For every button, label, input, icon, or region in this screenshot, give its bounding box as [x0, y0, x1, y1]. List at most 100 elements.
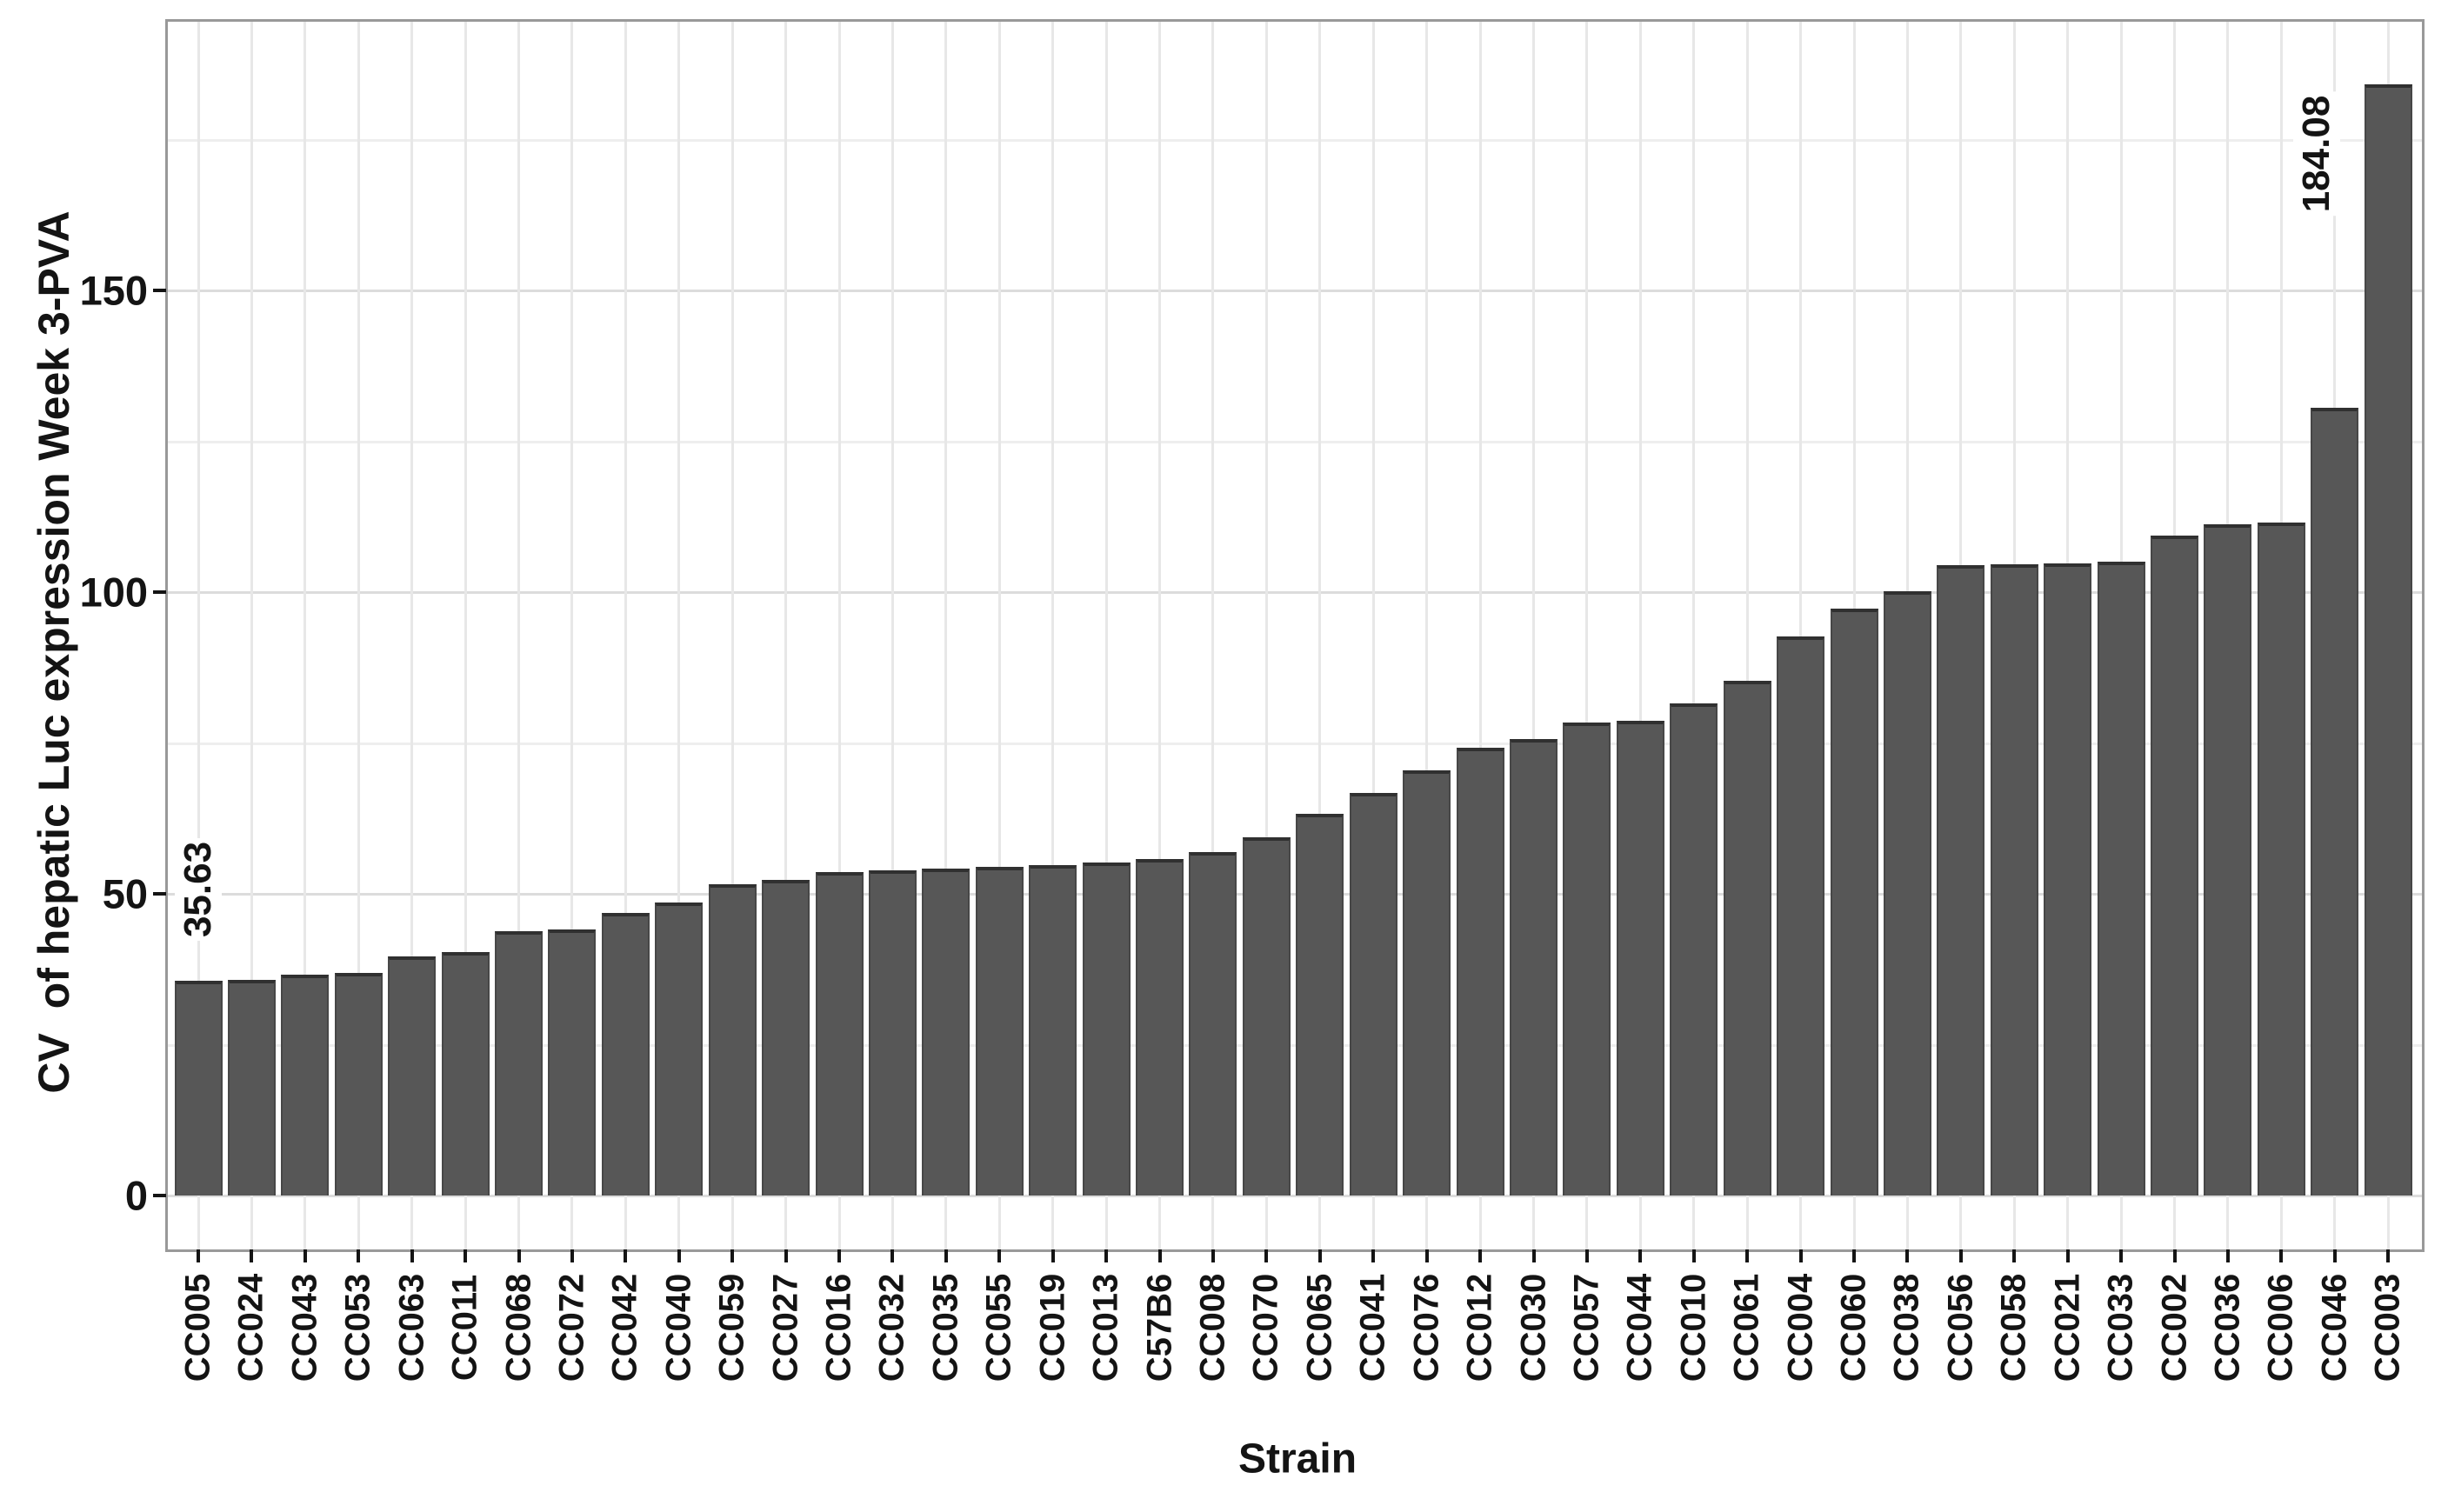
- bar-CC011: [441, 952, 490, 1196]
- vertical-gridline: [1158, 22, 1162, 1249]
- x-tick: [1852, 1249, 1857, 1262]
- bar-CC076: [1403, 770, 1451, 1196]
- major-gridline: [168, 591, 2422, 594]
- x-tick-label: CC041: [1353, 1273, 1392, 1382]
- bar-CC043: [281, 974, 330, 1196]
- vertical-gridline: [677, 22, 681, 1249]
- vertical-gridline: [997, 22, 1001, 1249]
- minor-gridline: [168, 440, 2422, 443]
- major-gridline: [168, 893, 2422, 896]
- vertical-gridline: [837, 22, 841, 1249]
- vertical-gridline: [1211, 22, 1215, 1249]
- x-tick: [1157, 1249, 1162, 1262]
- x-tick-label: CC010: [1674, 1273, 1713, 1382]
- x-tick: [2172, 1249, 2177, 1262]
- x-tick-label: CC046: [2315, 1273, 2354, 1382]
- vertical-gridline: [410, 22, 414, 1249]
- bar-CC032: [868, 869, 917, 1196]
- x-tick: [1798, 1249, 1803, 1262]
- x-tick: [1424, 1249, 1429, 1262]
- x-tick-label: CC053: [338, 1273, 377, 1382]
- plot-panel: [165, 19, 2425, 1252]
- vertical-gridline: [1318, 22, 1322, 1249]
- x-tick-label: CC068: [499, 1273, 538, 1382]
- x-tick-label: CC032: [872, 1273, 911, 1382]
- minor-gridline: [168, 1043, 2422, 1047]
- bar-CC036: [2204, 524, 2252, 1196]
- vertical-gridline: [250, 22, 253, 1249]
- vertical-gridline: [1425, 22, 1429, 1249]
- bar-CC060: [1830, 608, 1878, 1196]
- y-tick: [153, 1194, 166, 1197]
- bar-CC044: [1616, 720, 1664, 1196]
- bar-CC027: [762, 880, 810, 1196]
- bar-CC035: [922, 868, 971, 1196]
- bar-CC065: [1296, 814, 1344, 1196]
- x-tick-label: CC003: [2368, 1273, 2407, 1382]
- bar-CC002: [2151, 536, 2199, 1196]
- bar-CC046: [2311, 407, 2359, 1196]
- x-tick: [1958, 1249, 1963, 1262]
- minor-gridline: [168, 742, 2422, 745]
- x-tick-label: CC019: [1033, 1273, 1072, 1382]
- x-tick-label: CC058: [1994, 1273, 2033, 1382]
- x-tick: [890, 1249, 895, 1262]
- y-axis-title: CV of hepatic Luc expression Week 3-PVA: [30, 210, 78, 1094]
- bar-CC053: [334, 972, 383, 1196]
- y-tick-label: 50: [102, 870, 148, 917]
- x-tick-label: CC065: [1300, 1273, 1339, 1382]
- bar-CC024: [227, 979, 276, 1196]
- bar-CC012: [1456, 748, 1504, 1196]
- bar-C57B6: [1136, 858, 1184, 1196]
- bar-CC068: [495, 931, 544, 1196]
- bar-CC058: [1990, 564, 2038, 1196]
- x-tick: [997, 1249, 1002, 1262]
- x-tick-label: CC004: [1781, 1273, 1820, 1382]
- vertical-gridline: [624, 22, 627, 1249]
- x-tick-label: CC016: [819, 1273, 858, 1382]
- x-tick: [837, 1249, 842, 1262]
- bar-CC070: [1242, 837, 1291, 1196]
- x-tick: [357, 1249, 361, 1262]
- bar-CC021: [2044, 563, 2092, 1196]
- x-tick-label: CC057: [1567, 1273, 1606, 1382]
- x-tick-label: CC027: [766, 1273, 805, 1382]
- vertical-gridline: [1585, 22, 1589, 1249]
- x-tick-label: CC059: [712, 1273, 751, 1382]
- vertical-gridline: [1104, 22, 1108, 1249]
- vertical-gridline: [1264, 22, 1268, 1249]
- bar-CC003: [2364, 84, 2412, 1196]
- x-tick-label: CC011: [445, 1274, 484, 1382]
- x-tick: [2012, 1249, 2017, 1262]
- x-tick: [517, 1249, 521, 1262]
- x-tick-label: CC002: [2155, 1273, 2194, 1382]
- bar-CC033: [2097, 562, 2145, 1196]
- vertical-gridline: [303, 22, 307, 1249]
- x-tick: [1691, 1249, 1696, 1262]
- vertical-gridline: [570, 22, 574, 1249]
- bar-CC004: [1777, 636, 1825, 1196]
- vertical-gridline: [1371, 22, 1375, 1249]
- y-tick-label: 100: [79, 569, 148, 616]
- x-tick: [944, 1249, 948, 1262]
- major-gridline: [168, 1195, 2422, 1197]
- y-tick: [153, 590, 166, 594]
- x-tick: [303, 1249, 307, 1262]
- bar-CC013: [1082, 862, 1131, 1196]
- x-tick: [464, 1249, 468, 1262]
- x-tick: [250, 1249, 254, 1262]
- x-tick: [2386, 1249, 2391, 1262]
- bar-CC063: [388, 956, 437, 1196]
- x-tick-label: CC024: [231, 1273, 270, 1382]
- vertical-gridline: [890, 22, 894, 1249]
- x-tick: [1264, 1249, 1269, 1262]
- vertical-gridline: [1799, 22, 1803, 1249]
- bar-CC055: [975, 866, 1024, 1196]
- y-tick: [153, 892, 166, 896]
- bar-CC008: [1189, 852, 1237, 1196]
- x-tick: [1211, 1249, 1215, 1262]
- bar-CC038: [1883, 590, 1931, 1196]
- x-tick-label: CC012: [1460, 1273, 1499, 1382]
- x-axis-title: Strain: [1237, 1435, 1357, 1482]
